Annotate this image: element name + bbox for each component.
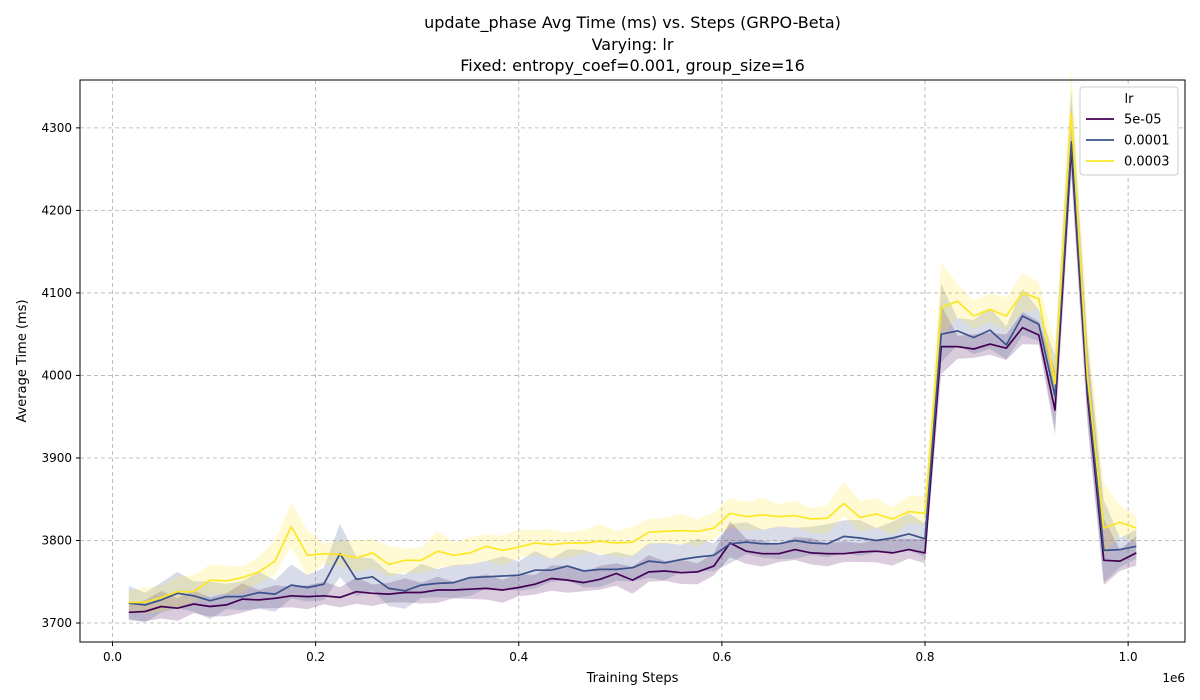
x-tick-label: 0.2 — [306, 650, 325, 664]
y-axis-ticks: 3700 3800 3900 4000 4100 4200 4300 — [41, 121, 80, 630]
y-tick-label: 4100 — [41, 286, 72, 300]
x-axis-ticks: 0.0 0.2 0.4 0.6 0.8 1.0 — [103, 642, 1138, 664]
legend: lr 5e-05 0.0001 0.0003 — [1079, 86, 1179, 176]
plot-frame — [79, 79, 1186, 643]
x-tick-label: 0.4 — [509, 650, 528, 664]
series-lines — [128, 112, 1137, 614]
x-tick-label: 0.0 — [103, 650, 122, 664]
y-tick-label: 4000 — [41, 368, 72, 382]
y-tick-label: 3800 — [41, 533, 72, 547]
chart-title: update_phase Avg Time (ms) vs. Steps (GR… — [424, 13, 841, 76]
y-tick-label: 3900 — [41, 451, 72, 465]
y-axis-label: Average Time (ms) — [15, 299, 30, 422]
x-axis-offset-label: 1e6 — [1162, 671, 1185, 685]
x-tick-label: 0.8 — [915, 650, 934, 664]
y-tick-label: 4200 — [41, 203, 72, 217]
series-line-0.0003 — [128, 112, 1137, 604]
title-line-3: Fixed: entropy_coef=0.001, group_size=16 — [460, 56, 805, 76]
title-line-2: Varying: lr — [592, 35, 674, 54]
series-line-0.0001 — [128, 141, 1137, 606]
grid — [80, 80, 1185, 642]
x-tick-label: 0.6 — [712, 650, 731, 664]
legend-box — [1079, 86, 1179, 176]
legend-label: 5e-05 — [1124, 113, 1162, 128]
x-axis-label: Training Steps — [586, 671, 679, 686]
title-line-1: update_phase Avg Time (ms) vs. Steps (GR… — [424, 13, 841, 33]
y-tick-label: 3700 — [41, 616, 72, 630]
x-tick-label: 1.0 — [1119, 650, 1138, 664]
legend-title: lr — [1125, 92, 1135, 107]
series-line-5e-05 — [128, 147, 1137, 614]
legend-entries: 5e-05 0.0001 0.0003 — [1086, 113, 1170, 170]
y-tick-label: 4300 — [41, 121, 72, 135]
legend-label: 0.0003 — [1124, 155, 1170, 170]
legend-label: 0.0001 — [1124, 134, 1170, 149]
